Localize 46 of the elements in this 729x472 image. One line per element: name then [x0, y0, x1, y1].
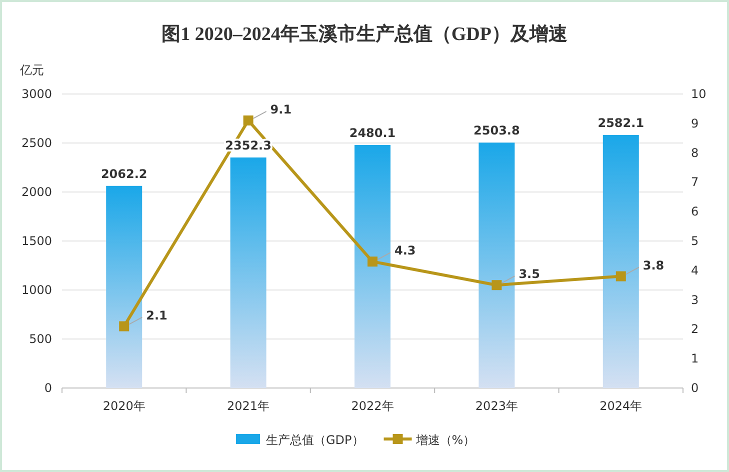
y-tick-label: 1000: [21, 283, 52, 297]
x-tick-label: 2024年: [600, 399, 642, 413]
x-tick-label: 2022年: [351, 399, 394, 413]
bar: [602, 134, 639, 388]
legend-label: 增速（%）: [414, 433, 476, 447]
y2-tick-label: 8: [691, 146, 699, 160]
bar: [478, 142, 515, 388]
point: [616, 271, 626, 282]
y2-tick-label: 7: [691, 175, 699, 190]
legend-label: 生产总值（GDP）: [266, 433, 364, 447]
data-label: 3.8: [642, 258, 664, 272]
data-label: 9.1: [270, 102, 292, 116]
bar: [354, 144, 390, 388]
point: [243, 115, 254, 126]
y2-tick-label: 3: [691, 292, 699, 307]
y2-tick-label: 10: [691, 87, 706, 101]
y-tick-label: 2000: [21, 185, 52, 199]
bar: [230, 157, 266, 388]
point: [368, 256, 378, 267]
y-axis-title: 亿元: [19, 63, 44, 77]
x-tick-label: 2021年: [227, 399, 270, 413]
y2-tick-label: 1: [691, 352, 699, 366]
point: [119, 321, 130, 332]
y2-tick-label: 9: [691, 116, 699, 130]
data-label: 2062.2: [100, 166, 148, 181]
y-tick-label: 500: [29, 332, 52, 346]
x-tick-label: 2020年: [102, 399, 146, 413]
y-tick-label: 3000: [21, 87, 52, 101]
data-label: 2503.8: [474, 124, 520, 138]
x-tick-label: 2023年: [475, 399, 518, 413]
point: [492, 280, 502, 290]
data-label: 3.5: [518, 267, 540, 282]
y-tick-label: 2500: [21, 136, 52, 150]
y2-tick-label: 6: [691, 204, 699, 219]
y2-tick-label: 5: [691, 234, 699, 248]
y2-tick-label: 2: [691, 322, 699, 336]
data-label: 4.3: [394, 244, 416, 258]
data-label: 2582.1: [598, 116, 644, 130]
bar: [106, 186, 142, 388]
chart-title: 图1 2020–2024年玉溪市生产总值（GDP）及增速: [162, 23, 568, 45]
y2-tick-label: 0: [691, 381, 699, 395]
y-tick-label: 0: [44, 381, 52, 395]
y2-tick-label: 4: [691, 263, 699, 278]
data-label: 2480.1: [349, 126, 396, 140]
data-label: 2.1: [146, 308, 168, 322]
y-tick-label: 1500: [21, 234, 52, 248]
